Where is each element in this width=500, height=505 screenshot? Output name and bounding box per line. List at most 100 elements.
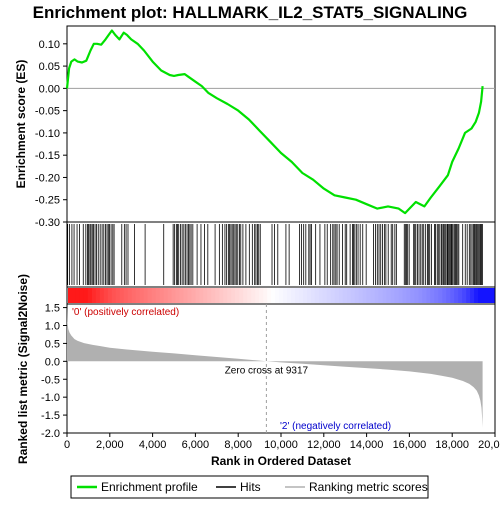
- heat-strip-cell: [199, 288, 204, 303]
- heat-strip-cell: [286, 288, 292, 303]
- legend-label-ranking-metric: Ranking metric scores: [309, 480, 428, 494]
- heat-strip-cell: [259, 288, 264, 303]
- heat-strip-cell: [279, 288, 284, 303]
- es-y-tick-label: 0.10: [39, 39, 60, 51]
- heat-strip-cell: [95, 288, 101, 303]
- es-y-tick-label: -0.30: [35, 217, 60, 229]
- metric-y-tick-label: 1.0: [45, 321, 60, 333]
- heat-strip-cell: [430, 288, 435, 303]
- heat-strip-cell: [486, 288, 491, 303]
- heat-strip-cell: [382, 288, 388, 303]
- heat-strip-cell: [231, 288, 236, 303]
- metric-y-tick-label: -1.0: [41, 392, 60, 404]
- heat-strip-cell: [470, 288, 475, 303]
- x-tick-label: 2,000: [96, 439, 124, 451]
- heat-strip-cell: [163, 288, 169, 303]
- metric-y-tick-label: 1.5: [45, 303, 60, 315]
- heat-strip-cell: [123, 288, 129, 303]
- heat-strip-cell: [275, 288, 280, 303]
- x-axis-label: Rank in Ordered Dataset: [211, 454, 351, 468]
- es-plot-frame: [66, 25, 496, 223]
- x-tick-label: 12,000: [307, 439, 341, 451]
- heat-strip-cell: [362, 288, 368, 303]
- heat-strip-cell: [155, 288, 161, 303]
- heat-strip-cell: [79, 288, 85, 303]
- es-y-tick-label: 0.00: [39, 83, 60, 95]
- es-y-tick-label: -0.25: [35, 195, 60, 207]
- heat-strip-cell: [195, 288, 200, 303]
- heat-strip-cell: [358, 288, 364, 303]
- heat-strip-cell: [390, 288, 396, 303]
- heat-strip-cell: [227, 288, 232, 303]
- heat-strip-cell: [326, 288, 332, 303]
- heat-strip-cell: [247, 288, 252, 303]
- heat-strip-cell: [107, 288, 113, 303]
- x-tick-label: 18,000: [435, 439, 469, 451]
- heat-strip-cells: [68, 288, 495, 303]
- heat-strip-cell: [374, 288, 380, 303]
- heat-strip-cell: [394, 288, 400, 303]
- heat-strip-cell: [490, 288, 495, 303]
- hits-frame: [66, 221, 496, 288]
- heat-strip-cell: [346, 288, 352, 303]
- hits-panel: [66, 221, 496, 288]
- x-tick-label: 0: [64, 439, 70, 451]
- heat-strip-cell: [263, 288, 268, 303]
- heat-strip-cell: [342, 288, 348, 303]
- rank-heat-strip: [66, 286, 496, 305]
- heat-strip-cell: [454, 288, 459, 303]
- heat-strip-cell: [450, 288, 455, 303]
- heat-strip-cell: [167, 288, 173, 303]
- heat-strip-cell: [207, 288, 212, 303]
- heat-strip-cell: [414, 288, 419, 303]
- heat-strip-cell: [366, 288, 372, 303]
- metric-y-axis-ticks: 1.5 1.0 0.5 0.0 -0.5 -1.0 -1.5 -2.0: [41, 303, 67, 440]
- heat-strip-cell: [147, 288, 153, 303]
- metric-y-axis-label: Ranked list metric (Signal2Noise): [16, 274, 30, 464]
- heat-strip-cell: [406, 288, 411, 303]
- heat-strip-cell: [255, 288, 260, 303]
- heat-strip-cell: [179, 288, 185, 303]
- heat-strip-cell: [386, 288, 392, 303]
- heat-strip-cell: [422, 288, 427, 303]
- hit-markers: [67, 224, 483, 285]
- heat-strip-cell: [91, 288, 97, 303]
- heat-strip-cell: [282, 288, 288, 303]
- heat-strip-cell: [135, 288, 141, 303]
- heat-strip-cell: [310, 288, 316, 303]
- heat-strip-cell: [103, 288, 109, 303]
- metric-y-tick-label: 0.5: [45, 338, 60, 350]
- heat-strip-cell: [446, 288, 451, 303]
- heat-strip-cell: [338, 288, 344, 303]
- x-tick-label: 14,000: [350, 439, 384, 451]
- heat-strip-cell: [466, 288, 471, 303]
- positive-correlation-label: '0' (positively correlated): [72, 307, 179, 318]
- heat-strip-cell: [87, 288, 93, 303]
- heat-strip-cell: [330, 288, 336, 303]
- heat-strip-cell: [418, 288, 423, 303]
- heat-strip-cell: [75, 288, 81, 303]
- heat-strip-cell: [474, 288, 479, 303]
- enrichment-score-panel: 0.10 0.05 0.00 -0.05 -0.10 -0.15 -0.20 -0.25 -0.…: [14, 25, 496, 229]
- heat-strip-cell: [442, 288, 447, 303]
- heat-strip-cell: [482, 288, 487, 303]
- heat-strip-cell: [318, 288, 324, 303]
- heat-strip-cell: [322, 288, 328, 303]
- negative-correlation-label: '2' (negatively correlated): [280, 421, 391, 432]
- heat-strip-cell: [215, 288, 220, 303]
- heat-strip-cell: [219, 288, 224, 303]
- heat-strip-cell: [438, 288, 443, 303]
- heat-strip-cell: [402, 288, 408, 303]
- heat-strip-cell: [187, 288, 193, 303]
- x-tick-label: 8,000: [224, 439, 252, 451]
- es-y-tick-label: -0.20: [35, 172, 60, 184]
- heat-strip-cell: [251, 288, 256, 303]
- heat-strip-cell: [478, 288, 483, 303]
- heat-strip-cell: [267, 288, 272, 303]
- heat-strip-cell: [111, 288, 117, 303]
- es-y-axis-label: Enrichment score (ES): [14, 60, 28, 189]
- heat-strip-cell: [83, 288, 89, 303]
- x-tick-label: 16,000: [393, 439, 427, 451]
- metric-y-tick-label: -0.5: [41, 374, 60, 386]
